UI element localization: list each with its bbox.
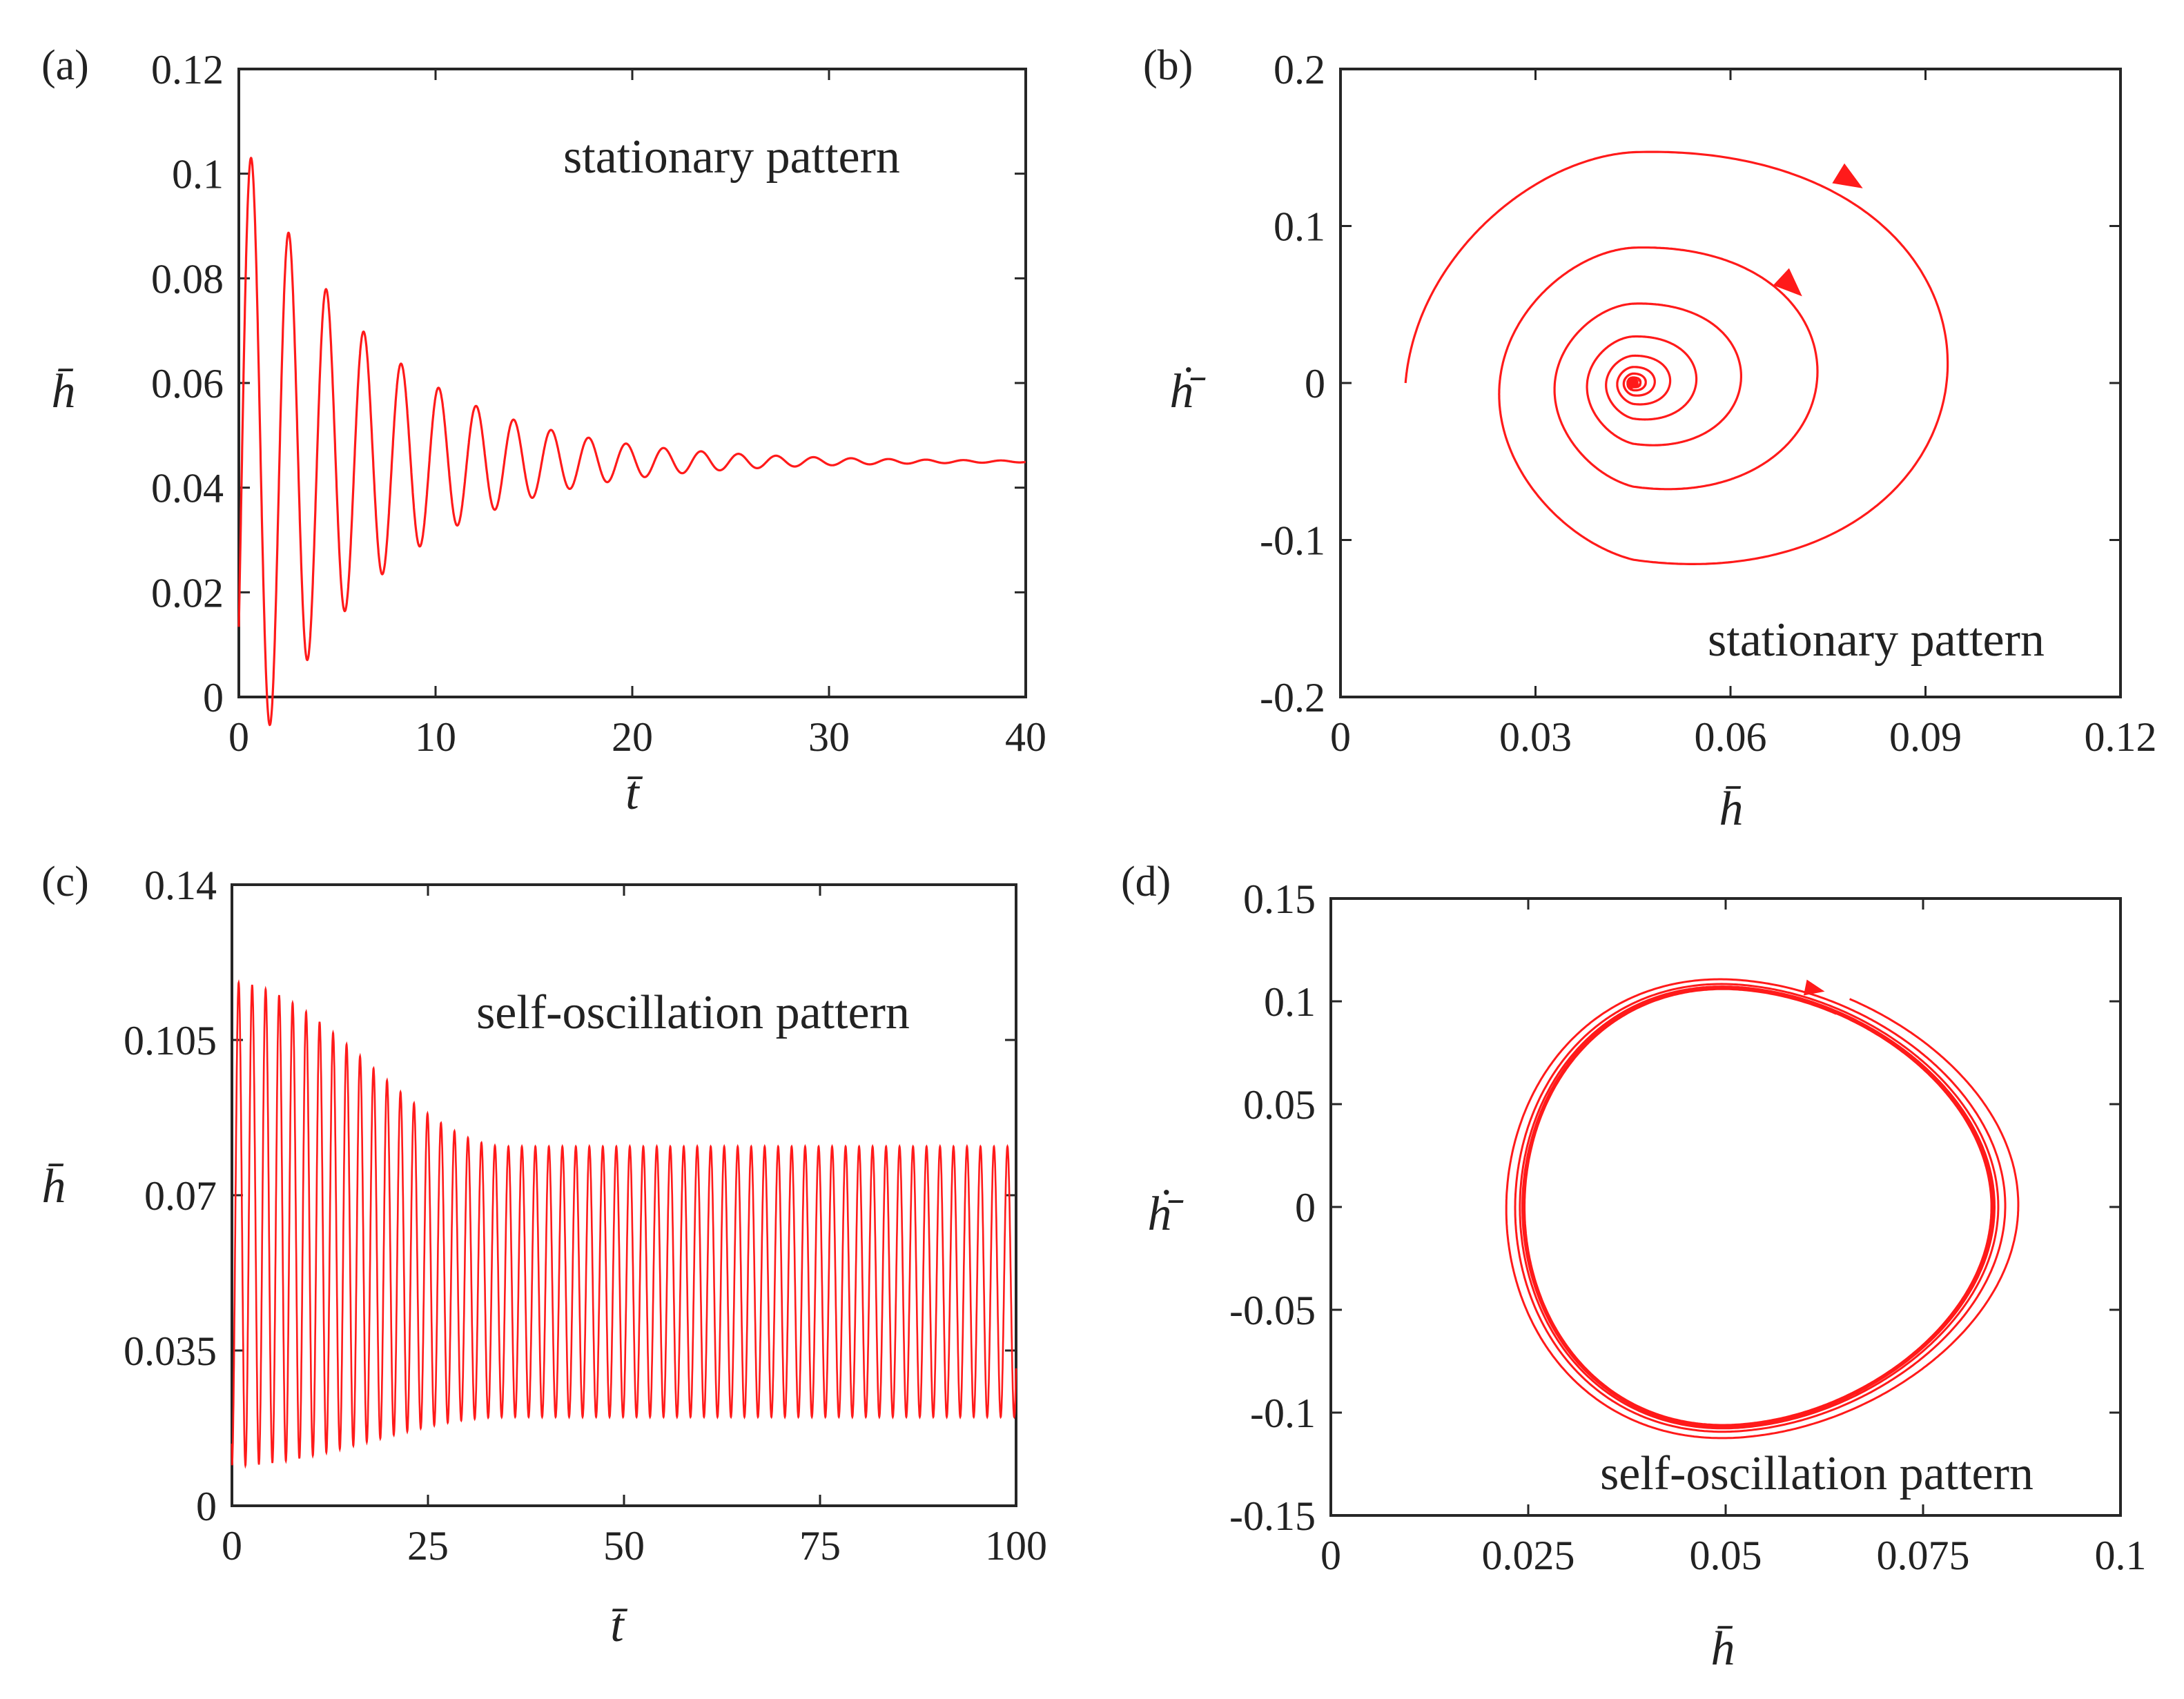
panel-d: (d) 0 0.025 0.05 0.075 0.1 -0.15 -0.1 -0.05 0 0.0… xyxy=(1121,858,2147,1676)
y-tick-label-c: 0 xyxy=(196,1484,217,1529)
data-line-a xyxy=(237,156,1026,727)
x-axis-label-c: t̄ xyxy=(610,1599,628,1652)
y-tick-label-d: 0.05 xyxy=(1243,1082,1316,1128)
x-tick-label-d: 0.05 xyxy=(1690,1533,1762,1578)
y-tick-label-c: 0.14 xyxy=(144,863,217,908)
annotation-a: stationary pattern xyxy=(563,130,900,184)
y-tick-label-a: 0.08 xyxy=(151,256,224,302)
y-tick-label-d: -0.15 xyxy=(1229,1493,1316,1539)
annotation-b: stationary pattern xyxy=(1708,613,2045,667)
data-line-c xyxy=(231,979,1017,1469)
panel-b: (b) 0 0.03 0.06 0.09 0.12 -0.2 -0.1 0 0.1 0.2 sta… xyxy=(1143,42,2157,836)
x-tick-label-c: 100 xyxy=(985,1523,1047,1569)
panel-label-d: (d) xyxy=(1121,858,1171,905)
x-tick-label-b: 0 xyxy=(1330,714,1351,760)
x-tick-label-c: 50 xyxy=(603,1523,645,1569)
x-tick-label-d: 0.075 xyxy=(1877,1533,1970,1578)
x-axis-label-b: h̄ xyxy=(1719,783,1744,836)
x-tick-label-a: 20 xyxy=(612,714,653,760)
y-tick-label-b: 0.1 xyxy=(1274,204,1325,250)
x-tick-label-a: 40 xyxy=(1005,714,1046,760)
y-axis-label-d: ḣ̄ xyxy=(1148,1188,1184,1241)
direction-arrow-d xyxy=(1803,979,1825,996)
axes-d: 0 0.025 0.05 0.075 0.1 -0.15 -0.1 -0.05 0 0.05 0.1… xyxy=(1229,876,2146,1578)
y-tick-label-a: 0.12 xyxy=(151,47,224,92)
y-tick-label-b: 0 xyxy=(1305,361,1325,406)
x-tick-label-d: 0 xyxy=(1320,1533,1341,1578)
y-tick-label-b: -0.2 xyxy=(1260,675,1325,720)
panel-label-b: (b) xyxy=(1143,42,1193,89)
y-tick-label-a: 0.02 xyxy=(151,570,224,616)
x-tick-label-b: 0.06 xyxy=(1695,714,1767,760)
y-tick-label-d: 0.15 xyxy=(1243,876,1316,922)
x-axis-label-a: t̄ xyxy=(625,767,643,820)
axes-b: 0 0.03 0.06 0.09 0.12 -0.2 -0.1 0 0.1 0.2 xyxy=(1260,47,2156,760)
x-tick-label-a: 30 xyxy=(808,714,850,760)
plot-frame-d xyxy=(1329,897,2122,1517)
y-tick-label-d: 0.1 xyxy=(1264,979,1316,1025)
direction-arrows-b xyxy=(1773,163,1863,297)
x-tick-label-a: 0 xyxy=(228,714,249,760)
arrowhead-d xyxy=(1803,979,1825,996)
phase-trajectory-d xyxy=(1505,978,2020,1440)
y-tick-label-b: 0.2 xyxy=(1274,47,1325,92)
y-tick-label-a: 0 xyxy=(203,675,224,720)
y-tick-label-c: 0.07 xyxy=(144,1173,217,1219)
panel-label-c: (c) xyxy=(41,858,89,905)
axes-a: 0 10 20 30 40 0 0.02 0.04 0.06 0.08 0.1 0.12 xyxy=(151,47,1046,760)
y-tick-label-b: -0.1 xyxy=(1260,518,1325,564)
x-tick-label-c: 0 xyxy=(222,1523,242,1569)
y-tick-label-a: 0.06 xyxy=(151,361,224,406)
x-tick-label-a: 10 xyxy=(415,714,456,760)
x-tick-label-c: 75 xyxy=(799,1523,841,1569)
annotation-d: self-oscillation pattern xyxy=(1600,1447,2034,1500)
x-tick-label-b: 0.09 xyxy=(1889,714,1962,760)
y-tick-label-a: 0.1 xyxy=(172,152,224,197)
panel-c: (c) 0 25 50 75 100 0 0.035 0.07 0.105 0.14 self-o… xyxy=(41,858,1047,1652)
arrowhead-b-inner xyxy=(1773,268,1802,297)
x-tick-label-d: 0.025 xyxy=(1482,1533,1575,1578)
x-tick-label-b: 0.12 xyxy=(2085,714,2157,760)
y-tick-label-c: 0.105 xyxy=(124,1018,217,1063)
x-tick-label-c: 25 xyxy=(407,1523,449,1569)
panel-a: (a) 0 10 20 30 40 0 0.02 0.04 0.06 0.08 0.1 0.12 st… xyxy=(41,42,1046,820)
y-tick-label-a: 0.04 xyxy=(151,466,224,511)
y-tick-label-c: 0.035 xyxy=(124,1328,217,1374)
x-axis-label-d: h̄ xyxy=(1711,1622,1735,1676)
axes-c: 0 25 50 75 100 0 0.035 0.07 0.105 0.14 xyxy=(124,863,1047,1569)
x-tick-label-d: 0.1 xyxy=(2095,1533,2147,1578)
y-tick-label-d: -0.05 xyxy=(1229,1288,1316,1333)
y-axis-label-a: h̄ xyxy=(52,365,76,418)
y-tick-label-d: 0 xyxy=(1295,1185,1316,1230)
y-axis-label-b: ḣ̄ xyxy=(1170,365,1207,418)
plot-frame-b xyxy=(1339,68,2122,698)
x-tick-label-b: 0.03 xyxy=(1499,714,1572,760)
phase-trajectory-b xyxy=(1404,150,1949,565)
y-axis-label-c: h̄ xyxy=(42,1160,66,1213)
y-tick-label-d: -0.1 xyxy=(1250,1391,1316,1436)
arrowhead-b-outer xyxy=(1832,163,1863,188)
panel-label-a: (a) xyxy=(41,42,89,89)
annotation-c: self-oscillation pattern xyxy=(476,986,910,1039)
